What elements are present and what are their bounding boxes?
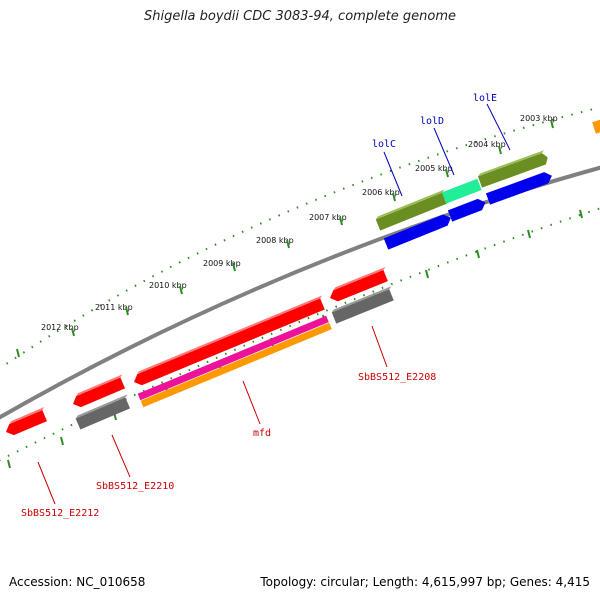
gene-olive-lolC[interactable] [375, 189, 450, 231]
gene-label-e2212: SbBS512_E2212 [21, 508, 99, 519]
genome-backbone [0, 165, 600, 420]
gene-label-lolD: lolD [420, 116, 444, 127]
gene-label-lolE: lolE [473, 93, 497, 104]
gene-orange-mfd[interactable] [140, 322, 332, 408]
gene-red-mfd[interactable] [131, 295, 328, 387]
gene-aqua-lolD[interactable] [441, 178, 482, 204]
gene-orange-edge[interactable] [592, 118, 600, 134]
label-connectors [37, 103, 511, 505]
gene-label-e2210: SbBS512_E2210 [96, 481, 174, 492]
gene-label-lolC: lolC [372, 139, 396, 150]
gene-label-e2208: SbBS512_E2208 [358, 372, 436, 383]
kbp-labels: 2003 kbp 2004 kbp 2005 kbp 2006 kbp 2007… [41, 114, 558, 332]
gene-blue-arrow-2[interactable] [447, 197, 488, 222]
gene-blue-arrow-1[interactable] [383, 212, 453, 250]
gene-features [3, 118, 600, 437]
gene-red-e2208[interactable] [327, 266, 391, 304]
outer-major-ticks [16, 119, 554, 358]
outer-tick-ring [0, 106, 600, 370]
accession-text: Accession: NC_010658 [9, 575, 146, 589]
kbp-label-2008: 2008 kbp [256, 236, 294, 245]
kbp-label-2007: 2007 kbp [309, 213, 347, 222]
kbp-label-2011: 2011 kbp [95, 303, 133, 312]
map-title: Shigella boydii CDC 3083-94, complete ge… [143, 9, 457, 24]
genome-summary-text: Topology: circular; Length: 4,615,997 bp… [260, 575, 590, 589]
gene-red-e2210[interactable] [70, 374, 128, 409]
kbp-label-2003: 2003 kbp [520, 114, 558, 123]
gene-gray-e2208[interactable] [331, 286, 397, 324]
gene-blue-arrow-3[interactable] [485, 170, 554, 205]
kbp-label-2012: 2012 kbp [41, 323, 79, 332]
kbp-label-2010: 2010 kbp [149, 281, 187, 290]
gene-gray-e2210[interactable] [75, 394, 133, 430]
gene-magenta-mfd[interactable] [137, 315, 329, 401]
kbp-label-2006: 2006 kbp [362, 188, 400, 197]
kbp-label-2009: 2009 kbp [203, 259, 241, 268]
gene-label-mfd: mfd [253, 428, 271, 439]
gene-red-e2212[interactable] [3, 407, 50, 437]
kbp-label-2005: 2005 kbp [415, 164, 453, 173]
gene-olive-lolE[interactable] [477, 150, 549, 188]
kbp-label-2004: 2004 kbp [468, 140, 506, 149]
gene-labels: lolE lolD lolC SbBS512_E2208 mfd SbBS512… [21, 93, 497, 519]
